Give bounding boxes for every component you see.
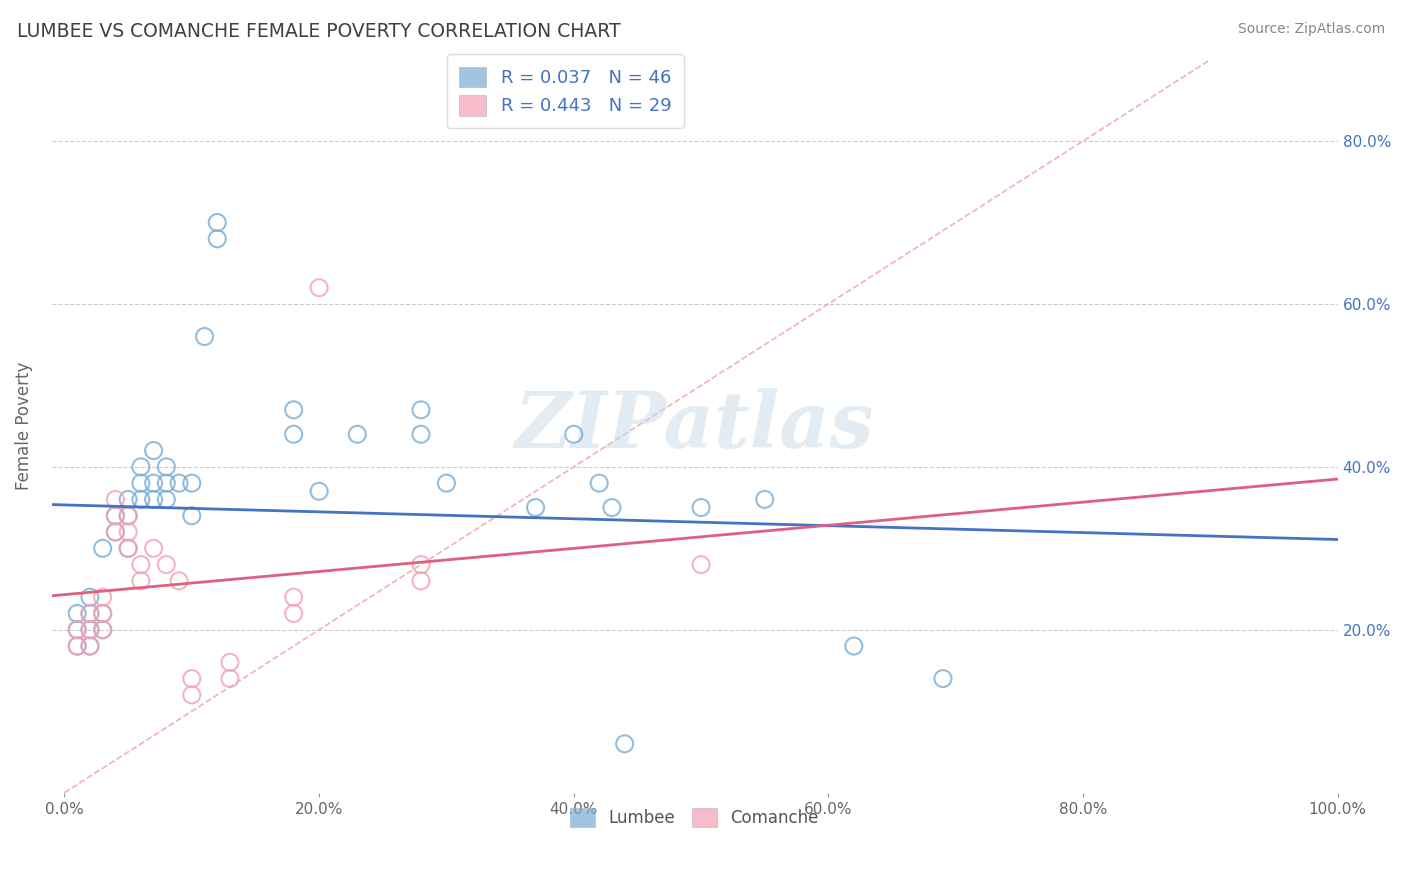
Point <box>117 541 139 556</box>
Point <box>283 402 305 417</box>
Point <box>66 623 89 637</box>
Point <box>283 427 305 442</box>
Point <box>409 558 432 572</box>
Point <box>91 607 114 621</box>
Point <box>283 590 305 604</box>
Point <box>754 492 776 507</box>
Point <box>91 607 114 621</box>
Point <box>104 524 127 539</box>
Point <box>932 672 955 686</box>
Y-axis label: Female Poverty: Female Poverty <box>15 362 32 491</box>
Point <box>308 280 330 294</box>
Point <box>167 476 190 491</box>
Point <box>79 623 101 637</box>
Point <box>219 656 242 670</box>
Point <box>842 639 865 653</box>
Point <box>142 492 165 507</box>
Point <box>409 402 432 417</box>
Point <box>690 558 713 572</box>
Point <box>207 232 229 246</box>
Point <box>66 639 89 653</box>
Point <box>66 623 89 637</box>
Point <box>155 459 177 474</box>
Point <box>129 476 152 491</box>
Point <box>91 623 114 637</box>
Point <box>117 492 139 507</box>
Point <box>79 607 101 621</box>
Point <box>129 558 152 572</box>
Text: ZIPatlas: ZIPatlas <box>515 388 875 465</box>
Point <box>117 508 139 523</box>
Point <box>129 459 152 474</box>
Point <box>91 590 114 604</box>
Point <box>219 672 242 686</box>
Point <box>155 558 177 572</box>
Point <box>79 607 101 621</box>
Point <box>409 574 432 588</box>
Point <box>155 476 177 491</box>
Point <box>308 484 330 499</box>
Point <box>180 508 202 523</box>
Legend: Lumbee, Comanche: Lumbee, Comanche <box>562 800 827 836</box>
Point <box>79 590 101 604</box>
Point <box>180 688 202 702</box>
Point <box>79 623 101 637</box>
Point <box>167 574 190 588</box>
Point <box>117 508 139 523</box>
Point <box>66 607 89 621</box>
Point <box>180 672 202 686</box>
Point <box>142 443 165 458</box>
Point <box>155 492 177 507</box>
Point <box>104 524 127 539</box>
Point <box>436 476 458 491</box>
Point <box>117 524 139 539</box>
Point <box>283 607 305 621</box>
Point <box>104 508 127 523</box>
Point <box>79 639 101 653</box>
Point <box>142 541 165 556</box>
Point <box>690 500 713 515</box>
Point <box>66 639 89 653</box>
Point <box>117 541 139 556</box>
Point <box>129 574 152 588</box>
Point <box>588 476 610 491</box>
Point <box>524 500 547 515</box>
Point <box>91 623 114 637</box>
Point <box>91 541 114 556</box>
Text: Source: ZipAtlas.com: Source: ZipAtlas.com <box>1237 22 1385 37</box>
Point <box>104 508 127 523</box>
Point <box>193 329 215 343</box>
Point <box>180 476 202 491</box>
Point <box>104 492 127 507</box>
Text: LUMBEE VS COMANCHE FEMALE POVERTY CORRELATION CHART: LUMBEE VS COMANCHE FEMALE POVERTY CORREL… <box>17 22 620 41</box>
Point <box>600 500 623 515</box>
Point <box>79 639 101 653</box>
Point <box>346 427 368 442</box>
Point <box>562 427 585 442</box>
Point <box>613 737 636 751</box>
Point <box>207 215 229 229</box>
Point <box>129 492 152 507</box>
Point <box>409 427 432 442</box>
Point <box>142 476 165 491</box>
